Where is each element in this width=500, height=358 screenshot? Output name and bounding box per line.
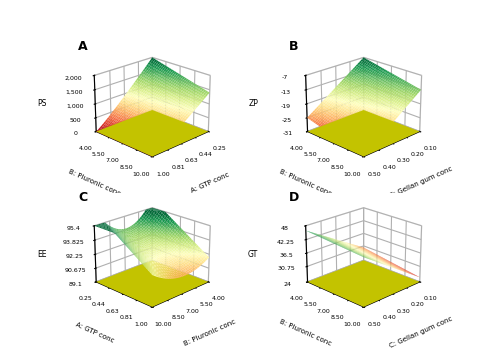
X-axis label: B: Pluronic conc: B: Pluronic conc [183, 319, 237, 347]
Text: C: C [78, 191, 87, 204]
Text: A: A [78, 40, 88, 53]
Y-axis label: B: Pluronic conc: B: Pluronic conc [68, 168, 122, 197]
Y-axis label: B: Pluronic conc: B: Pluronic conc [279, 168, 333, 197]
X-axis label: A: GTP conc: A: GTP conc [190, 171, 230, 193]
Text: B: B [290, 40, 299, 53]
Y-axis label: A: GTP conc: A: GTP conc [74, 321, 114, 344]
X-axis label: C: Gellan gum conc: C: Gellan gum conc [389, 316, 454, 349]
Y-axis label: B: Pluronic conc: B: Pluronic conc [279, 319, 333, 347]
Text: D: D [290, 191, 300, 204]
X-axis label: C: Gellan gum conc: C: Gellan gum conc [389, 166, 454, 199]
